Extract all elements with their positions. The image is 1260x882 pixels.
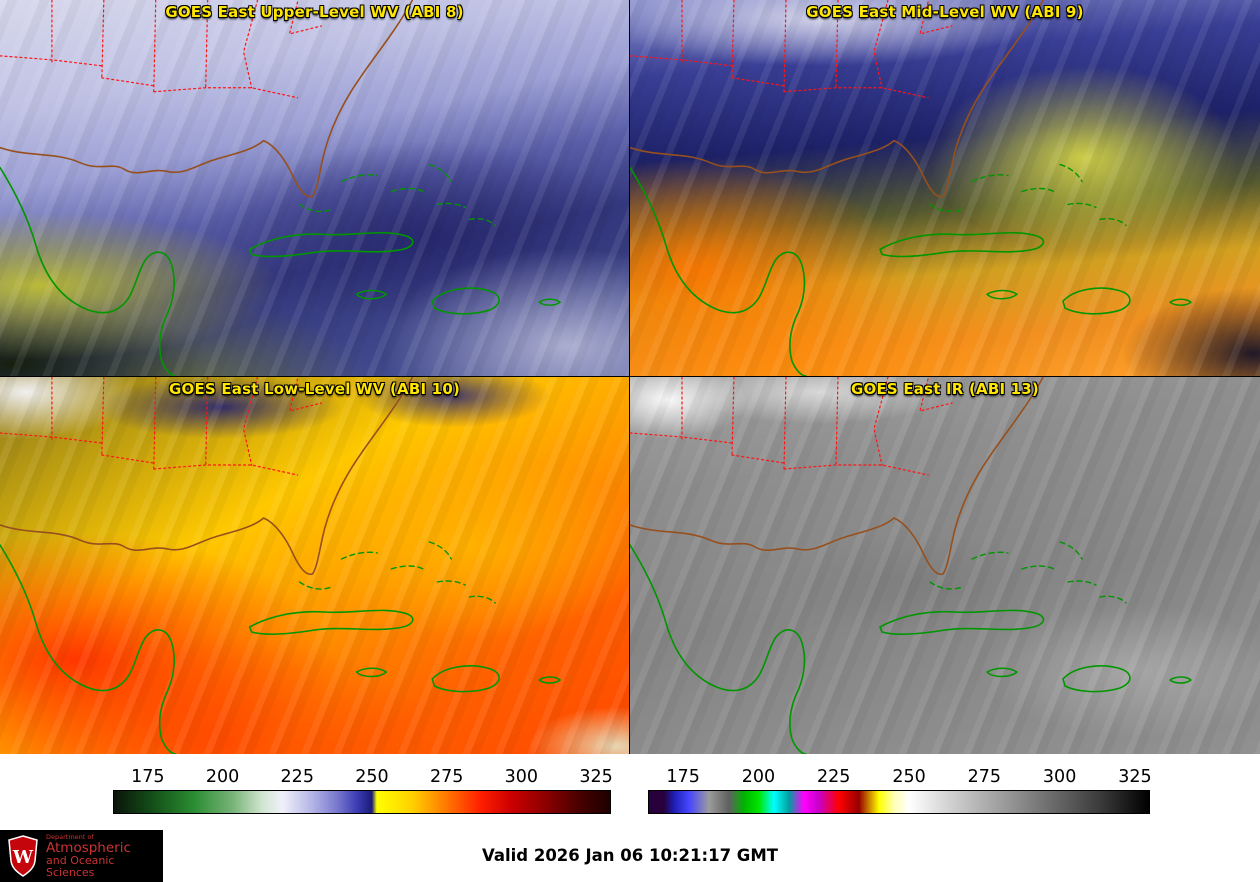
panel-abi13-ir: GOES East IR (ABI 13) xyxy=(630,377,1260,754)
colorbar-tick: 225 xyxy=(280,767,314,787)
map-overlay-abi13 xyxy=(630,377,1192,754)
satellite-quadrant-grid: GOES East Upper-Level WV (ABI 8) GOES Ea… xyxy=(0,0,1260,754)
ir-colorbar-group: 175 200 225 250 275 300 325 xyxy=(648,762,1152,814)
colorbar-tick: 275 xyxy=(967,767,1002,787)
colorbar-section: 175 200 225 250 275 300 325 175 200 225 … xyxy=(0,754,1260,830)
colorbar-tick: 175 xyxy=(131,767,165,787)
svg-text:W: W xyxy=(12,847,34,868)
panel-title-abi13: GOES East IR (ABI 13) xyxy=(850,380,1039,398)
uw-aos-logo: W Department of Atmospheric and Oceanic … xyxy=(0,830,163,882)
panel-abi9-mid-wv: GOES East Mid-Level WV (ABI 9) xyxy=(630,0,1260,376)
ir-colorbar xyxy=(648,790,1150,814)
panel-abi10-low-wv: GOES East Low-Level WV (ABI 10) xyxy=(0,377,629,754)
logo-line1-label: Atmospheric xyxy=(46,839,131,856)
ir-colorbar-ticks: 175 200 225 250 275 300 325 xyxy=(648,762,1152,790)
wv-colorbar-group: 175 200 225 250 275 300 325 xyxy=(113,762,613,814)
colorbar-tick: 300 xyxy=(504,767,539,787)
wv-colorbar-ticks: 175 200 225 250 275 300 325 xyxy=(113,762,613,790)
colorbar-tick: 250 xyxy=(892,767,926,787)
panel-title-abi9: GOES East Mid-Level WV (ABI 9) xyxy=(806,3,1084,21)
map-overlay-abi10 xyxy=(0,377,561,754)
wv-colorbar xyxy=(113,790,611,814)
panel-abi8-upper-wv: GOES East Upper-Level WV (ABI 8) xyxy=(0,0,629,376)
colorbar-tick: 325 xyxy=(1118,767,1152,787)
colorbar-tick: 300 xyxy=(1042,767,1077,787)
logo-dept-label: Department of xyxy=(46,832,94,841)
panel-title-abi10: GOES East Low-Level WV (ABI 10) xyxy=(168,380,461,398)
colorbar-tick: 325 xyxy=(579,767,613,787)
valid-time-caption: Valid 2026 Jan 06 10:21:17 GMT xyxy=(481,846,779,865)
logo-line2-label: and Oceanic Sciences xyxy=(46,853,115,879)
colorbar-tick: 200 xyxy=(205,767,240,787)
map-overlay-abi8 xyxy=(0,0,561,376)
footer: W Department of Atmospheric and Oceanic … xyxy=(0,830,1260,882)
map-overlay-abi9 xyxy=(630,0,1192,376)
panel-title-abi8: GOES East Upper-Level WV (ABI 8) xyxy=(165,3,464,21)
uw-crest-icon: W xyxy=(8,835,38,877)
logo-text: Department of Atmospheric and Oceanic Sc… xyxy=(46,834,157,878)
colorbar-tick: 250 xyxy=(355,767,389,787)
colorbar-tick: 175 xyxy=(666,767,700,787)
colorbar-tick: 225 xyxy=(817,767,851,787)
colorbar-tick: 200 xyxy=(741,767,776,787)
colorbar-tick: 275 xyxy=(429,767,464,787)
